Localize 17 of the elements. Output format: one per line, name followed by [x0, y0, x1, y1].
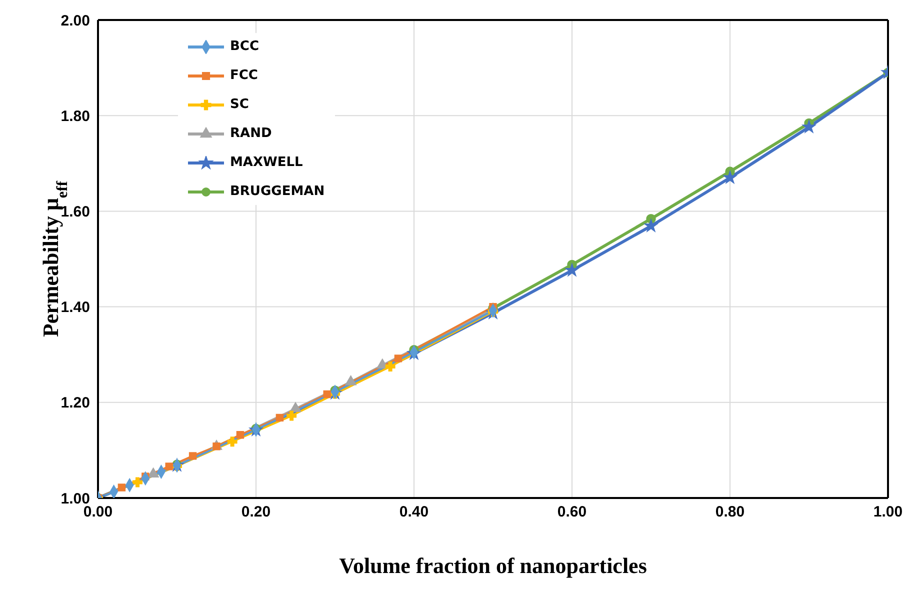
y-tick-label: 1.20 [60, 394, 90, 412]
x-tick-label: 0.60 [557, 504, 587, 521]
legend-label: SC [230, 97, 249, 112]
legend-label: BRUGGEMAN [230, 184, 325, 199]
x-tick-label: 0.80 [715, 504, 745, 521]
legend-label: MAXWELL [230, 155, 303, 170]
legend-label: FCC [230, 68, 258, 83]
legend-label: BCC [230, 39, 259, 54]
y-tick-label: 2.00 [60, 12, 90, 30]
y-tick-label: 1.60 [60, 204, 90, 221]
x-tick-label: 1.00 [873, 504, 903, 521]
y-tick-label: 1.40 [60, 299, 90, 316]
x-tick-label: 0.40 [399, 504, 429, 521]
legend-label: RAND [230, 126, 272, 141]
y-tick-label: 1.80 [60, 108, 90, 125]
x-axis-title: Volume fraction of nanoparticles [339, 553, 648, 578]
x-tick-label: 0.20 [241, 504, 271, 521]
